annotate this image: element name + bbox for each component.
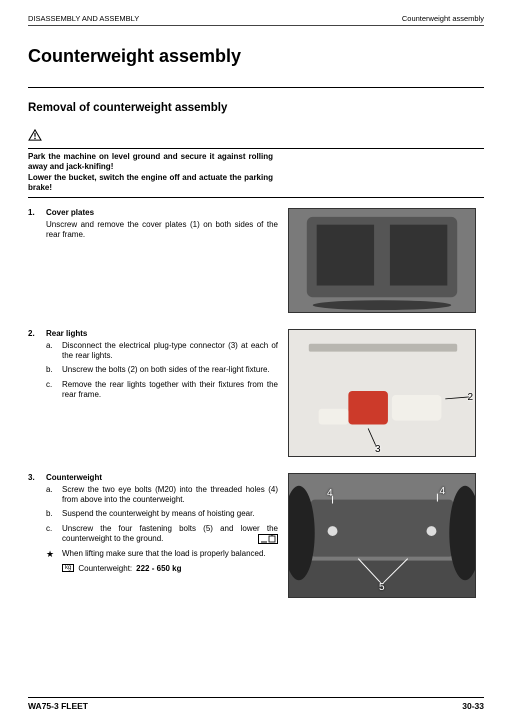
- image-column: 4 4 5: [288, 473, 484, 598]
- substep-inline-text: Unscrew the four fastening bolts (5) and…: [62, 524, 278, 543]
- footer-left: WA75-3 FLEET: [28, 701, 88, 711]
- callout-label: 2: [467, 392, 473, 403]
- callout-label: 3: [375, 444, 381, 455]
- warning-text-2: Lower the bucket, switch the engine off …: [28, 173, 273, 194]
- substep-text: Disconnect the electrical plug-type conn…: [62, 341, 278, 362]
- step-row: 3. Counterweight a. Screw the two eye bo…: [28, 473, 278, 573]
- substep-text: Remove the rear lights together with the…: [62, 380, 278, 401]
- step-body: Cover plates Unscrew and remove the cove…: [46, 208, 278, 246]
- step-text: Unscrew and remove the cover plates (1) …: [46, 220, 278, 241]
- substep-row: b. Suspend the counterweight by means of…: [46, 509, 278, 519]
- substep-letter: b.: [46, 509, 56, 519]
- footer-right: 30-33: [462, 701, 484, 711]
- text-column: 1. Cover plates Unscrew and remove the c…: [28, 208, 278, 313]
- step-section: 3. Counterweight a. Screw the two eye bo…: [28, 473, 484, 598]
- warning-block: Park the machine on level ground and sec…: [28, 128, 484, 198]
- substep-letter: a.: [46, 485, 56, 506]
- step-title: Rear lights: [46, 329, 278, 338]
- step-row: 2. Rear lights a. Disconnect the electri…: [28, 329, 278, 405]
- substep-letter: a.: [46, 341, 56, 362]
- text-column: 3. Counterweight a. Screw the two eye bo…: [28, 473, 278, 598]
- figure-rear-lights: 2 3: [288, 329, 476, 457]
- substep-row: a. Disconnect the electrical plug-type c…: [46, 341, 278, 362]
- hoist-icon: [258, 534, 278, 544]
- step-title: Counterweight: [46, 473, 278, 482]
- warning-text-1: Park the machine on level ground and sec…: [28, 152, 273, 173]
- step-number: 2.: [28, 329, 40, 405]
- image-column: [288, 208, 484, 313]
- note-row: ★ When lifting make sure that the load i…: [46, 549, 278, 560]
- substep-row: c. Remove the rear lights together with …: [46, 380, 278, 401]
- substep-text: Suspend the counterweight by means of ho…: [62, 509, 278, 519]
- substep-letter: b.: [46, 365, 56, 375]
- page: DISASSEMBLY AND ASSEMBLY Counterweight a…: [0, 0, 510, 721]
- weight-label: Counterweight:: [78, 564, 132, 573]
- header-right: Counterweight assembly: [402, 14, 484, 23]
- note-text: When lifting make sure that the load is …: [62, 549, 278, 560]
- header-left: DISASSEMBLY AND ASSEMBLY: [28, 14, 139, 23]
- step-row: 1. Cover plates Unscrew and remove the c…: [28, 208, 278, 246]
- page-title: Counterweight assembly: [28, 46, 484, 67]
- warning-icon: [28, 129, 42, 141]
- step-section: 1. Cover plates Unscrew and remove the c…: [28, 208, 484, 313]
- substep-text: Screw the two eye bolts (M20) into the t…: [62, 485, 278, 506]
- header-rule: [28, 25, 484, 26]
- figure-cover-plates: [288, 208, 476, 313]
- substep-letter: c.: [46, 380, 56, 401]
- step-body: Rear lights a. Disconnect the electrical…: [46, 329, 278, 405]
- callout-label: 5: [379, 582, 385, 593]
- substep-row: b. Unscrew the bolts (2) on both sides o…: [46, 365, 278, 375]
- callout-label: 4: [327, 488, 333, 499]
- substep-row: a. Screw the two eye bolts (M20) into th…: [46, 485, 278, 506]
- substep-text: Unscrew the four fastening bolts (5) and…: [62, 524, 278, 545]
- footer-rule: [28, 697, 484, 698]
- title-rule: [28, 87, 484, 88]
- warning-rule-top: [28, 148, 484, 149]
- step-title: Cover plates: [46, 208, 278, 217]
- figure-counterweight: 4 4 5: [288, 473, 476, 598]
- step-section: 2. Rear lights a. Disconnect the electri…: [28, 329, 484, 457]
- substep-text: Unscrew the bolts (2) on both sides of t…: [62, 365, 278, 375]
- text-column: 2. Rear lights a. Disconnect the electri…: [28, 329, 278, 457]
- image-column: 2 3: [288, 329, 484, 457]
- step-number: 3.: [28, 473, 40, 573]
- callout-label: 4: [439, 486, 445, 497]
- page-footer: WA75-3 FLEET 30-33: [28, 697, 484, 711]
- star-icon: ★: [46, 549, 56, 560]
- substep-row: c. Unscrew the four fastening bolts (5) …: [46, 524, 278, 545]
- step-body: Counterweight a. Screw the two eye bolts…: [46, 473, 278, 573]
- step-number: 1.: [28, 208, 40, 246]
- footer-row: WA75-3 FLEET 30-33: [28, 701, 484, 711]
- weight-row: kg Counterweight: 222 - 650 kg: [62, 564, 278, 573]
- kg-icon: kg: [62, 564, 74, 572]
- warning-rule-bottom: [28, 197, 484, 198]
- substep-letter: c.: [46, 524, 56, 545]
- section-title: Removal of counterweight assembly: [28, 102, 484, 114]
- running-header: DISASSEMBLY AND ASSEMBLY Counterweight a…: [28, 14, 484, 23]
- weight-value: 222 - 650 kg: [136, 564, 181, 573]
